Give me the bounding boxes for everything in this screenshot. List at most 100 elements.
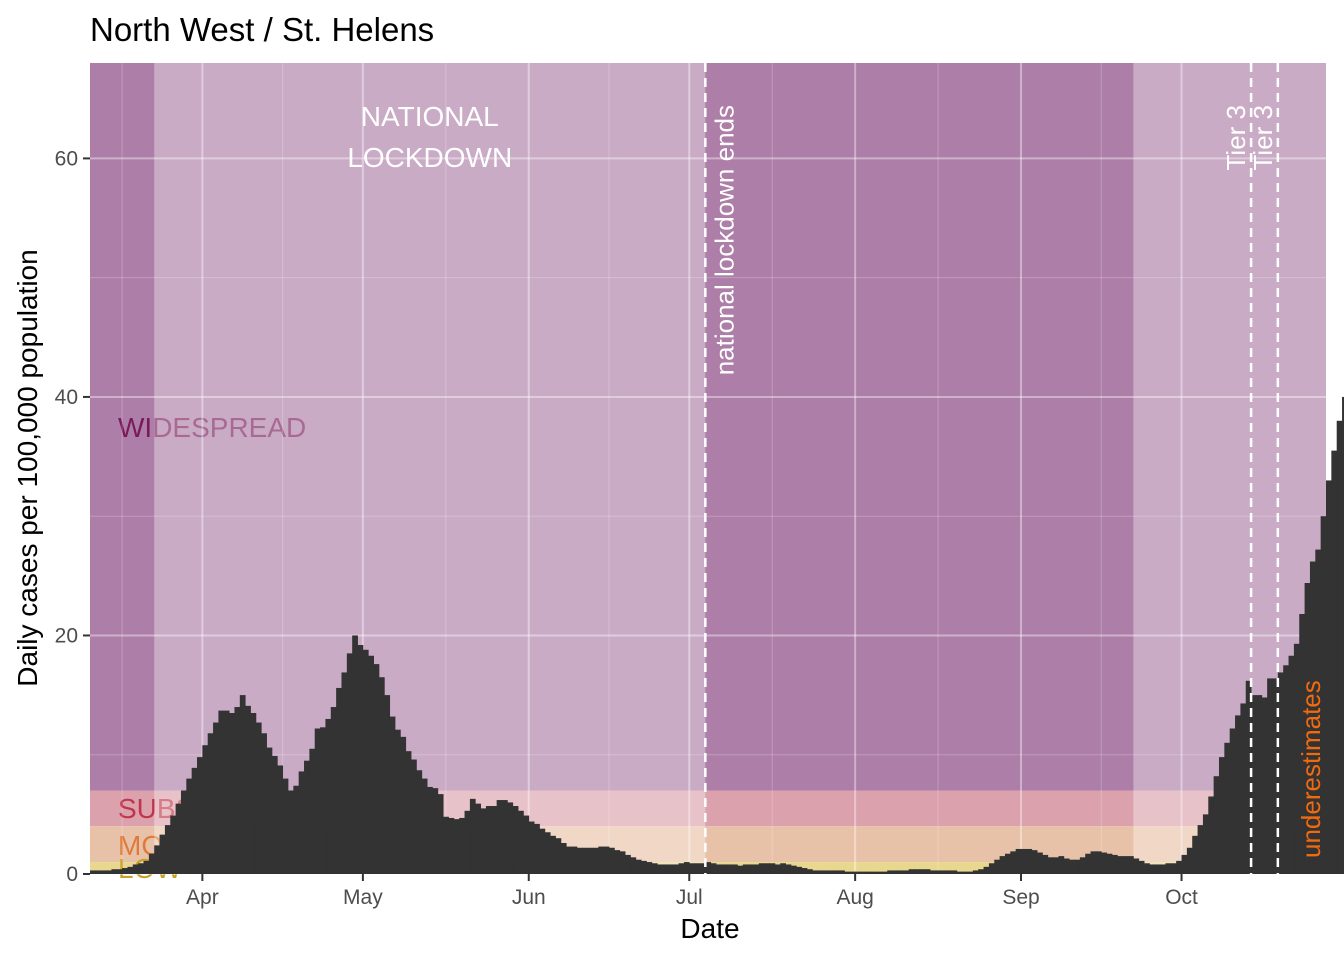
bar bbox=[855, 871, 861, 874]
bar bbox=[234, 707, 241, 874]
bar bbox=[293, 785, 300, 874]
bar bbox=[646, 862, 653, 874]
bar bbox=[373, 664, 380, 874]
bar bbox=[298, 771, 305, 874]
bar bbox=[1037, 852, 1043, 874]
bar bbox=[485, 806, 492, 874]
bar bbox=[587, 847, 594, 874]
bar bbox=[427, 786, 433, 874]
bar bbox=[341, 672, 348, 874]
bar bbox=[1165, 863, 1172, 874]
bar bbox=[95, 870, 102, 874]
bar bbox=[1213, 776, 1220, 874]
bar bbox=[988, 863, 995, 874]
bars bbox=[90, 396, 1344, 874]
bar bbox=[614, 850, 621, 874]
bar bbox=[576, 847, 583, 874]
bar bbox=[1128, 856, 1134, 874]
bar bbox=[1101, 852, 1108, 874]
bar bbox=[1160, 864, 1166, 874]
bar bbox=[448, 817, 455, 874]
bar bbox=[1176, 860, 1182, 874]
x-axis: Apr May Jun Jul Aug Sep Oct bbox=[186, 874, 1198, 909]
bar bbox=[1304, 582, 1311, 874]
bar bbox=[1149, 864, 1156, 874]
bar bbox=[1090, 851, 1097, 874]
bar bbox=[202, 745, 209, 874]
bar bbox=[657, 864, 663, 874]
y-axis: 0 20 40 60 bbox=[55, 147, 90, 886]
bar bbox=[197, 757, 203, 874]
bar bbox=[1229, 728, 1236, 874]
bar bbox=[924, 869, 931, 874]
bar bbox=[897, 870, 904, 874]
event-label: Tier 3 bbox=[1221, 105, 1251, 171]
band-label-widespread: WIDESPREAD bbox=[118, 412, 306, 443]
bar bbox=[186, 778, 193, 874]
bar bbox=[1154, 864, 1161, 874]
bar bbox=[207, 733, 214, 874]
bar bbox=[1315, 549, 1322, 874]
bar bbox=[1342, 396, 1344, 874]
bar bbox=[780, 863, 786, 874]
bar bbox=[833, 870, 840, 874]
bar bbox=[796, 866, 803, 874]
bar bbox=[261, 733, 267, 874]
lockdown-label-line-1: NATIONAL bbox=[361, 101, 499, 132]
x-tick-label: Oct bbox=[1165, 886, 1198, 909]
bar bbox=[507, 802, 514, 874]
bar bbox=[726, 864, 733, 874]
y-tick-label: 40 bbox=[55, 386, 78, 409]
bar bbox=[459, 817, 465, 874]
lockdown-label-line-2: LOCKDOWN bbox=[347, 142, 512, 173]
bar bbox=[892, 870, 899, 874]
bar bbox=[609, 847, 615, 874]
bar bbox=[411, 759, 417, 874]
bar bbox=[314, 728, 321, 874]
bar bbox=[111, 869, 118, 874]
bar bbox=[1245, 680, 1252, 874]
bar bbox=[1063, 858, 1070, 874]
bar bbox=[630, 857, 637, 874]
bar bbox=[1058, 856, 1065, 874]
bar bbox=[828, 870, 835, 874]
bar bbox=[443, 816, 449, 874]
event-label: national lockdown ends bbox=[709, 105, 739, 375]
bar bbox=[1251, 695, 1257, 874]
bar bbox=[122, 868, 128, 874]
bar bbox=[801, 868, 808, 874]
bar bbox=[716, 864, 722, 874]
bar bbox=[175, 803, 182, 874]
bar bbox=[496, 800, 503, 874]
bar bbox=[1293, 643, 1300, 874]
bar bbox=[625, 854, 631, 874]
bar bbox=[1069, 859, 1075, 874]
bar bbox=[271, 755, 278, 874]
bar bbox=[400, 736, 407, 874]
bar bbox=[1122, 856, 1129, 874]
bar bbox=[849, 871, 856, 874]
bar bbox=[1004, 853, 1011, 874]
bar bbox=[983, 866, 990, 874]
bar bbox=[1272, 678, 1279, 874]
bar bbox=[132, 864, 139, 874]
underestimates-label: underestimates bbox=[1296, 680, 1326, 858]
bar bbox=[453, 819, 460, 874]
bar bbox=[229, 712, 235, 874]
bar bbox=[673, 864, 679, 874]
bar bbox=[143, 860, 150, 874]
bar bbox=[753, 864, 760, 874]
bar bbox=[1053, 857, 1059, 874]
bar bbox=[1197, 825, 1204, 874]
bar bbox=[405, 751, 412, 874]
bar bbox=[748, 864, 754, 874]
bar bbox=[544, 832, 551, 874]
bar bbox=[432, 788, 439, 874]
bar bbox=[935, 870, 942, 874]
bar bbox=[1026, 848, 1033, 874]
bar bbox=[662, 864, 669, 874]
bar bbox=[148, 853, 155, 874]
bar bbox=[159, 834, 166, 874]
